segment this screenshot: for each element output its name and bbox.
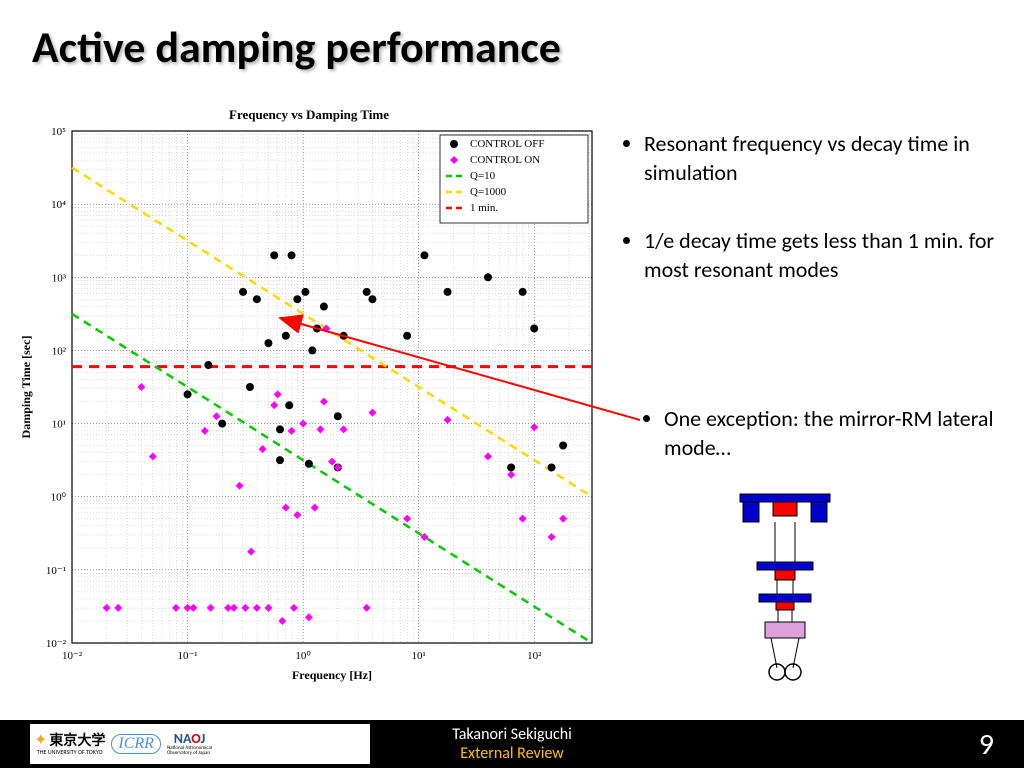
- bullets: Resonant frequency vs decay time in simu…: [620, 130, 1010, 324]
- exception-block: One exception: the mirror-RM lateral mod…: [640, 405, 1000, 462]
- svg-text:10⁻¹: 10⁻¹: [178, 650, 198, 662]
- page-number: 9: [979, 726, 994, 763]
- svg-text:10²: 10²: [527, 650, 542, 662]
- svg-text:Frequency [Hz]: Frequency [Hz]: [292, 668, 372, 682]
- svg-text:Frequency vs Damping Time: Frequency vs Damping Time: [229, 107, 389, 122]
- svg-text:10⁻¹: 10⁻¹: [46, 565, 66, 577]
- svg-text:10²: 10²: [52, 345, 67, 357]
- slide-title: Active damping performance: [32, 20, 561, 74]
- svg-text:Q=1000: Q=1000: [470, 186, 507, 198]
- svg-text:10⁰: 10⁰: [51, 492, 67, 504]
- chart-svg: Frequency vs Damping Time 10⁻² 10⁻¹ 10⁰ 10¹ 1…: [14, 105, 604, 685]
- bullet-2: 1/e decay time gets less than 1 min. for…: [644, 227, 1010, 284]
- footer-center: Takanori Sekiguchi External Review: [0, 725, 1024, 763]
- svg-text:10⁴: 10⁴: [51, 199, 66, 211]
- footer-author: Takanori Sekiguchi: [0, 725, 1024, 744]
- svg-text:Q=10: Q=10: [470, 170, 496, 182]
- svg-text:10⁰: 10⁰: [295, 650, 311, 662]
- svg-text:10³: 10³: [52, 272, 67, 284]
- svg-text:CONTROL OFF: CONTROL OFF: [470, 138, 544, 150]
- exception-bullet: One exception: the mirror-RM lateral mod…: [664, 405, 1000, 462]
- svg-text:Damping Time [sec]: Damping Time [sec]: [19, 336, 33, 439]
- svg-text:10¹: 10¹: [52, 419, 66, 431]
- footer-subtitle: External Review: [0, 744, 1024, 763]
- svg-text:1 min.: 1 min.: [470, 202, 498, 214]
- bullet-1: Resonant frequency vs decay time in simu…: [644, 130, 1010, 187]
- svg-text:10⁻²: 10⁻²: [46, 638, 67, 650]
- svg-text:10⁵: 10⁵: [51, 126, 66, 138]
- pendulum-icon: [720, 490, 850, 690]
- slide: Active damping performance Frequency vs …: [0, 0, 1024, 768]
- chart: Frequency vs Damping Time 10⁻² 10⁻¹ 10⁰ 10¹ 1…: [14, 105, 604, 685]
- svg-text:10¹: 10¹: [412, 650, 426, 662]
- footer: ✦東京大学THE UNIVERSITY OF TOKYOICRRNAOJNati…: [0, 720, 1024, 768]
- svg-text:10⁻²: 10⁻²: [62, 650, 83, 662]
- svg-text:CONTROL ON: CONTROL ON: [470, 154, 540, 166]
